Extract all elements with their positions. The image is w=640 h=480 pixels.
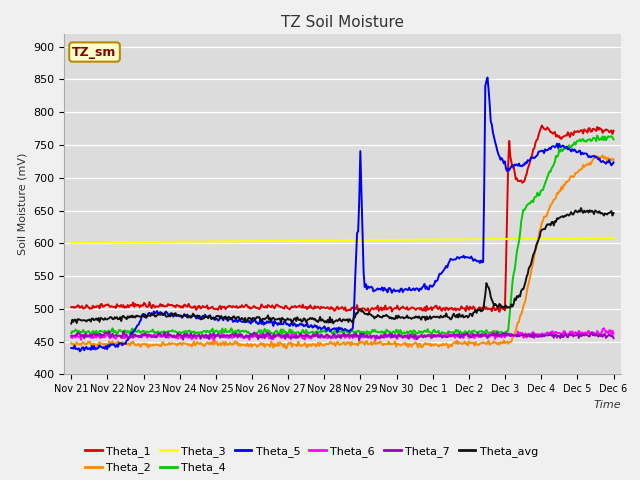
Theta_avg bbox=[325, 320, 333, 325]
Theta_6 bbox=[600, 325, 607, 331]
Line: Theta_5: Theta_5 bbox=[71, 77, 614, 351]
Theta_2 bbox=[283, 346, 291, 351]
Theta_3 bbox=[328, 238, 336, 243]
Theta_6 bbox=[67, 334, 75, 340]
Line: Theta_6: Theta_6 bbox=[71, 328, 614, 340]
Theta_2 bbox=[67, 340, 75, 346]
Theta_4 bbox=[328, 331, 336, 336]
Theta_5 bbox=[330, 326, 337, 332]
Theta_avg bbox=[361, 311, 369, 317]
Theta_4 bbox=[436, 333, 444, 339]
Theta_6 bbox=[610, 331, 618, 336]
Theta_5 bbox=[514, 163, 522, 168]
Theta_avg bbox=[512, 297, 520, 303]
Theta_7 bbox=[599, 334, 607, 340]
Theta_2 bbox=[391, 338, 399, 344]
Theta_5 bbox=[67, 345, 75, 351]
Theta_6 bbox=[391, 332, 399, 337]
Theta_4 bbox=[67, 330, 75, 336]
Theta_6 bbox=[361, 332, 369, 338]
Theta_avg bbox=[577, 205, 585, 211]
Theta_3 bbox=[361, 237, 369, 243]
Theta_6 bbox=[325, 333, 333, 339]
Theta_5 bbox=[391, 288, 399, 294]
Theta_7 bbox=[392, 335, 400, 341]
Theta_1 bbox=[361, 306, 369, 312]
Theta_1 bbox=[610, 128, 618, 133]
Theta_1 bbox=[599, 130, 607, 136]
Line: Theta_2: Theta_2 bbox=[71, 156, 614, 348]
Theta_4 bbox=[325, 327, 333, 333]
Theta_4 bbox=[390, 329, 398, 335]
Theta_6 bbox=[328, 334, 336, 340]
Theta_4 bbox=[361, 330, 369, 336]
Theta_avg bbox=[598, 210, 605, 216]
Theta_3 bbox=[512, 236, 520, 242]
Theta_avg bbox=[610, 210, 618, 216]
Text: TZ_sm: TZ_sm bbox=[72, 46, 116, 59]
Theta_5 bbox=[362, 281, 370, 287]
Theta_2 bbox=[598, 154, 605, 160]
Theta_6 bbox=[513, 333, 521, 339]
Line: Theta_3: Theta_3 bbox=[71, 238, 614, 243]
Y-axis label: Soil Moisture (mV): Soil Moisture (mV) bbox=[17, 153, 28, 255]
Theta_1 bbox=[325, 306, 333, 312]
Theta_6 bbox=[372, 337, 380, 343]
Theta_5 bbox=[76, 348, 84, 354]
Theta_2 bbox=[599, 153, 607, 158]
Theta_7 bbox=[363, 333, 371, 338]
Theta_5 bbox=[484, 74, 492, 80]
Theta_7 bbox=[514, 332, 522, 337]
Legend: Theta_1, Theta_2, Theta_3, Theta_4, Theta_5, Theta_6, Theta_7, Theta_avg: Theta_1, Theta_2, Theta_3, Theta_4, Thet… bbox=[81, 442, 543, 478]
Theta_5 bbox=[610, 159, 618, 165]
Theta_1 bbox=[391, 305, 399, 311]
Theta_4 bbox=[513, 249, 521, 255]
Theta_1 bbox=[67, 304, 75, 310]
Theta_1 bbox=[365, 310, 373, 315]
Theta_avg bbox=[67, 321, 75, 326]
Theta_7 bbox=[330, 332, 337, 338]
Theta_3 bbox=[390, 237, 398, 243]
Theta_3 bbox=[67, 240, 75, 246]
Theta_4 bbox=[593, 133, 601, 139]
Theta_3 bbox=[610, 235, 618, 241]
Title: TZ Soil Moisture: TZ Soil Moisture bbox=[281, 15, 404, 30]
Theta_4 bbox=[599, 133, 607, 139]
Theta_6 bbox=[598, 330, 605, 336]
Theta_2 bbox=[326, 339, 333, 345]
Theta_7 bbox=[67, 333, 75, 339]
Theta_2 bbox=[513, 323, 521, 329]
Theta_avg bbox=[390, 316, 398, 322]
Theta_5 bbox=[326, 328, 333, 334]
Theta_3 bbox=[596, 235, 604, 241]
Theta_avg bbox=[328, 316, 336, 322]
Theta_7 bbox=[326, 334, 333, 340]
Theta_2 bbox=[330, 341, 337, 347]
Text: Time: Time bbox=[593, 400, 621, 410]
Line: Theta_1: Theta_1 bbox=[71, 126, 614, 312]
Theta_7 bbox=[610, 335, 618, 341]
Theta_3 bbox=[325, 238, 333, 243]
Theta_7 bbox=[355, 337, 363, 343]
Line: Theta_avg: Theta_avg bbox=[71, 208, 614, 324]
Line: Theta_4: Theta_4 bbox=[71, 136, 614, 336]
Theta_4 bbox=[610, 136, 618, 142]
Theta_1 bbox=[538, 123, 546, 129]
Theta_1 bbox=[513, 175, 521, 181]
Theta_1 bbox=[328, 306, 336, 312]
Theta_5 bbox=[599, 158, 607, 164]
Line: Theta_7: Theta_7 bbox=[71, 331, 614, 340]
Theta_2 bbox=[610, 156, 618, 162]
Theta_7 bbox=[120, 328, 127, 334]
Theta_2 bbox=[362, 339, 370, 345]
